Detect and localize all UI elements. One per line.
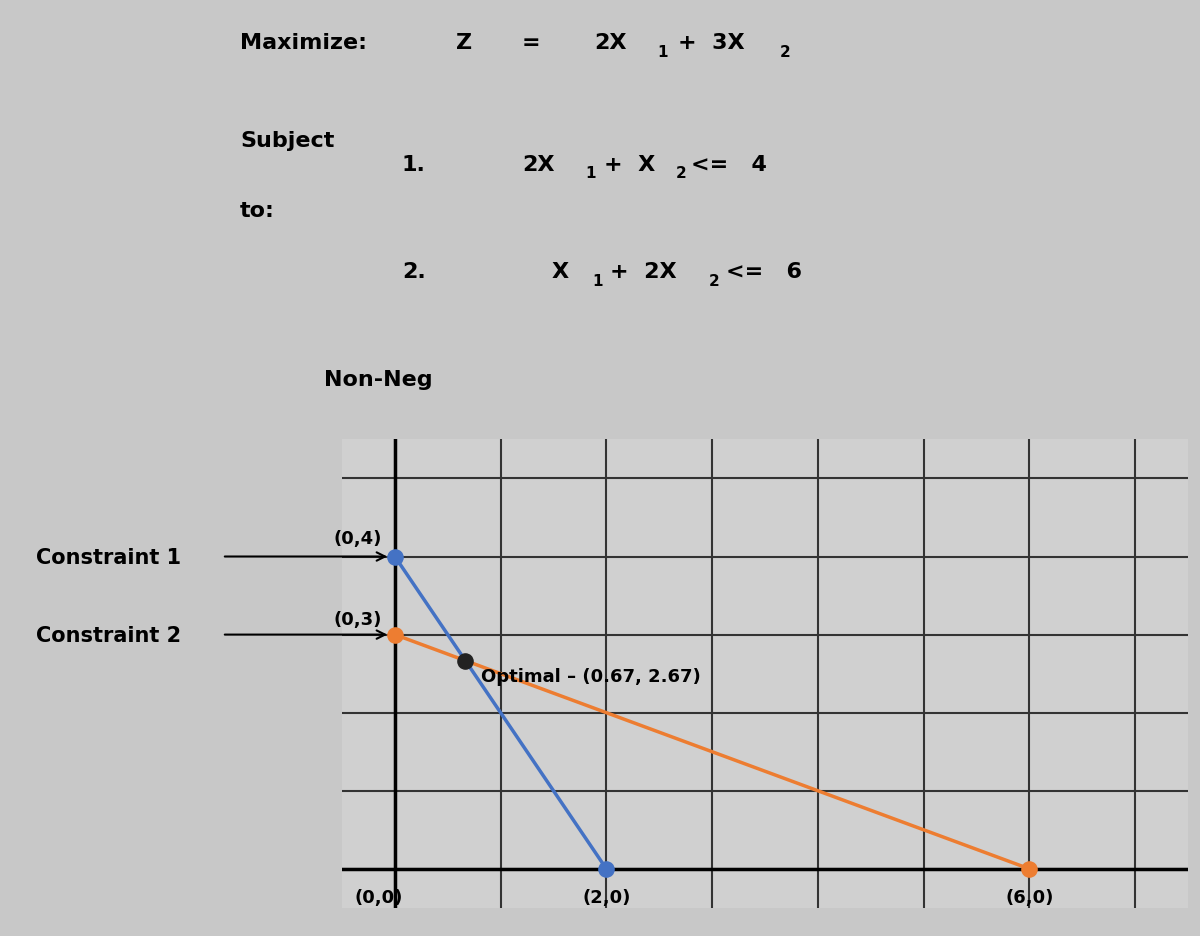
Point [385,627,404,642]
Text: 2X: 2X [522,154,554,174]
Text: (2,0): (2,0) [582,888,630,906]
Text: +  2X: + 2X [610,262,677,282]
Text: =: = [522,33,541,52]
Text: Subject: Subject [240,131,335,151]
Text: <=   4: <= 4 [691,154,767,174]
Text: Z: Z [456,33,472,52]
Text: (0,4): (0,4) [334,530,382,548]
Text: 1: 1 [586,167,596,182]
Text: 2: 2 [709,274,720,289]
Text: Non-Neg: Non-Neg [324,370,433,389]
Text: 2: 2 [676,167,686,182]
Text: 2X: 2X [594,33,626,52]
Point [385,549,404,564]
Text: Constraint 1: Constraint 1 [36,547,181,567]
Text: to:: to: [240,201,275,221]
Text: 1.: 1. [402,154,426,174]
Point [456,653,475,668]
Text: (0,0): (0,0) [355,888,403,906]
Text: Constraint 2: Constraint 2 [36,625,181,645]
Text: +  X: + X [604,154,655,174]
Text: 2.: 2. [402,262,426,282]
Text: (0,3): (0,3) [334,610,382,629]
Text: (6,0): (6,0) [1006,888,1054,906]
Text: <=   6: <= 6 [726,262,802,282]
Text: 1: 1 [593,274,604,289]
Text: X: X [552,262,569,282]
Point [596,861,616,876]
Text: 1: 1 [658,45,668,60]
Text: 2: 2 [780,45,791,60]
Text: Maximize:: Maximize: [240,33,367,52]
Point [1020,861,1039,876]
Text: Optimal – (0.67, 2.67): Optimal – (0.67, 2.67) [481,667,701,685]
Text: +  3X: + 3X [678,33,745,52]
